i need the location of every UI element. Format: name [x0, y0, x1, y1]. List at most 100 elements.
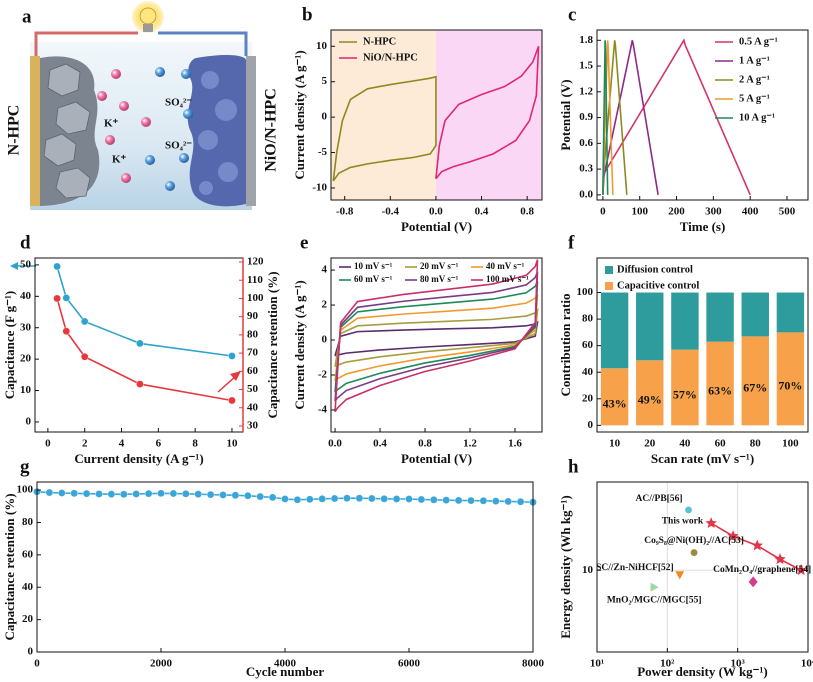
x-tick-label: 100 — [631, 206, 648, 218]
legend-label: 2 A g⁻¹ — [739, 74, 770, 85]
x-tick-label: 400 — [742, 206, 759, 218]
x-axis-title: Potential (V) — [401, 451, 472, 466]
data-point — [355, 494, 364, 502]
y-tick-label: 0.6 — [579, 137, 593, 149]
x-tick-label: 60 — [715, 438, 727, 450]
series-line — [334, 320, 539, 357]
data-point — [454, 496, 463, 505]
x-tick-label: 100 — [782, 438, 799, 450]
x-tick-label: 10 — [609, 438, 621, 450]
legend-label: 60 mV s⁻¹ — [354, 274, 393, 284]
data-point — [392, 495, 401, 503]
legend-label: 20 mV s⁻¹ — [420, 261, 459, 271]
legend-label: 10 mV s⁻¹ — [354, 261, 393, 271]
y-tick-label: 4 — [322, 264, 328, 276]
y2-axis-title: Capacitance retention (%) — [265, 271, 280, 418]
data-point — [417, 495, 426, 504]
chart-panel: f 43% 49% 57% 63% 67% 70% 10 20 40 60 80 100 0 20 40 60 8… — [558, 232, 809, 466]
x-tick-label: 10³ — [731, 658, 746, 670]
panel-letter: b — [302, 4, 313, 25]
bar-segment — [741, 336, 769, 426]
x-tick-label: 10⁴ — [801, 658, 813, 670]
y-axis-title: Current density (A g⁻¹) — [292, 280, 307, 409]
y-tick-label: 0 — [28, 646, 34, 658]
data-point — [318, 495, 327, 503]
legend-swatch — [605, 266, 613, 274]
current-collector — [246, 56, 256, 206]
series-line — [332, 75, 437, 182]
data-point — [144, 489, 153, 498]
data-point — [256, 492, 265, 501]
bar-segment — [741, 292, 769, 337]
point-label: Co₉S₈@Ni(OH)₂//AC[53] — [644, 535, 744, 546]
legend-label: 10 A g⁻¹ — [739, 112, 775, 123]
legend-label: Capacitive control — [617, 280, 699, 291]
arrows — [10, 262, 241, 393]
cations — [97, 69, 151, 183]
x-tick-label: 0.4 — [373, 438, 387, 450]
panel-letter: e — [300, 232, 308, 253]
data-point — [62, 327, 71, 336]
y-tick-label: -4 — [318, 403, 328, 415]
wire — [158, 31, 248, 56]
x-tick-label: -0.4 — [382, 206, 400, 218]
bar-segment — [600, 292, 629, 369]
chart-panel: g 0 2000 4000 6000 8000 0 20 40 60 80 100 Cycle numb… — [2, 456, 545, 679]
x-tick-label: 0.0 — [429, 206, 443, 218]
data-point — [751, 539, 763, 551]
nio-texture — [198, 71, 238, 195]
x-tick-label: -0.8 — [336, 206, 354, 218]
data-point — [774, 553, 786, 565]
y2-tick-label: 100 — [247, 292, 264, 304]
data-point — [268, 493, 277, 502]
x-axis-title: Time (s) — [680, 219, 726, 234]
data-point — [206, 490, 215, 499]
chart-panel: d0 2 4 6 8 1001020304050304050607080901001101… — [2, 232, 280, 466]
x-tick-label: 8000 — [522, 658, 545, 670]
x-tick-label: 500 — [779, 206, 796, 218]
y2-tick-label: 110 — [247, 274, 263, 286]
data-point — [491, 497, 500, 505]
y-axis-title: Capacitance retention (%) — [2, 493, 17, 640]
chart-panel: b -0.8 -0.4 0.0 0.4 0.8 -10 -5 0 5 10 Potential (V)… — [292, 4, 543, 234]
value-label: 67% — [743, 381, 767, 395]
panel-letter: f — [568, 232, 575, 253]
point-label: This work — [662, 516, 704, 526]
x-tick-label: 6000 — [398, 658, 421, 670]
y-axis-title: Contribution ratio — [558, 294, 573, 397]
x-tick-label: 300 — [705, 206, 722, 218]
x-tick-label: 10 — [226, 438, 238, 450]
data-point — [228, 352, 236, 360]
y-tick-label: 0 — [26, 415, 32, 427]
electrode-label: N-HPC — [6, 105, 23, 156]
legend-label: 1 A g⁻¹ — [739, 55, 770, 66]
data-point — [405, 495, 413, 503]
data-point — [675, 571, 685, 580]
panel-letter: a — [22, 6, 32, 27]
data-point — [380, 495, 389, 503]
x-tick-label: 0 — [600, 206, 606, 218]
data-point — [231, 491, 240, 500]
y-tick-label: 2 — [322, 299, 328, 311]
y2-tick-label: 120 — [247, 256, 264, 268]
data-point — [107, 490, 116, 498]
data-point — [748, 576, 758, 588]
series-line — [56, 266, 233, 357]
point-label: SC//Zn-NiHCF[52] — [596, 563, 674, 573]
y-axis-title: Energy density (Wh kg⁻¹) — [558, 495, 573, 638]
y2-tick-label: 50 — [247, 383, 259, 395]
plot-frame — [330, 257, 543, 433]
x-tick-label: 10¹ — [590, 658, 604, 670]
y2-tick-label: 90 — [247, 310, 259, 322]
data-point — [136, 339, 144, 348]
series-line — [56, 298, 233, 402]
data-point — [690, 548, 698, 557]
x-tick-label: 1.2 — [463, 438, 477, 450]
y2-tick-label: 30 — [247, 420, 259, 432]
x-tick-label: 2 — [82, 438, 88, 450]
x-tick-label: 0.8 — [418, 438, 432, 450]
arrow-head — [230, 371, 241, 381]
data-point — [516, 497, 525, 506]
x-axis-title: Scan rate (mV s⁻¹) — [651, 451, 754, 466]
y-tick-label: 0 — [322, 334, 328, 346]
